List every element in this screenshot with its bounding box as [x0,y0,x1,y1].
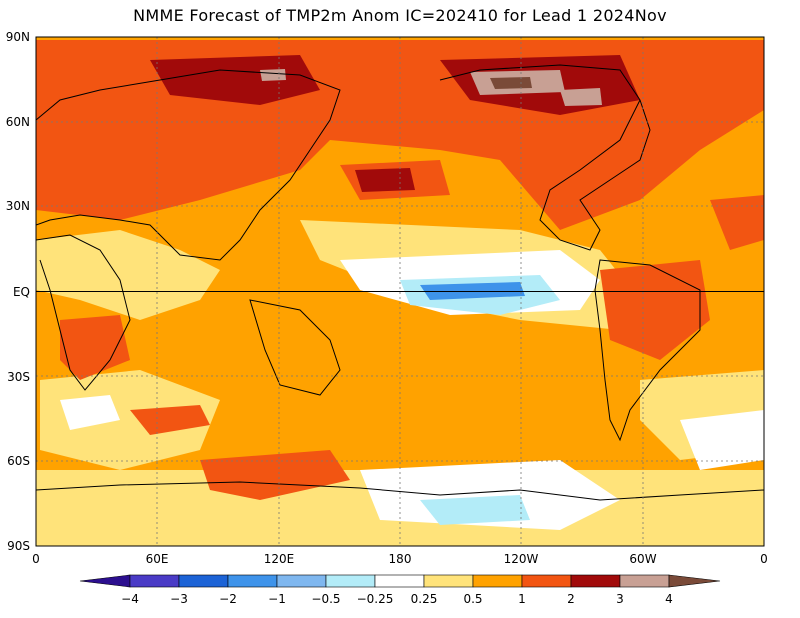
lon-label: 60W [629,552,656,566]
colorbar-label: −4 [121,592,139,606]
lon-label: 180 [389,552,412,566]
colorbar-swatch [178,574,229,588]
grid-lines [36,37,764,546]
lat-label: 60S [7,454,30,468]
colorbar-label: 2 [567,592,575,606]
lat-label: 90S [7,539,30,553]
colorbar-arrow-left [79,574,131,588]
lat-label: 30N [6,199,30,213]
colorbar-label: −1 [268,592,286,606]
colorbar-label: −2 [219,592,237,606]
map-title: NMME Forecast of TMP2m Anom IC=202410 fo… [133,6,667,25]
lat-label: 90N [6,30,30,44]
colorbar-swatch [129,574,180,588]
colorbar-swatch [276,574,327,588]
lat-label: 30S [7,370,30,384]
lon-label: 120E [264,552,295,566]
colorbar-arrow-right [668,574,721,588]
lon-label: 0 [32,552,40,566]
colorbar-swatch [325,574,376,588]
colorbar-label: 3 [616,592,624,606]
colorbar-label: −0.25 [357,592,394,606]
colorbar-label: 0.25 [411,592,438,606]
colorbar-label: 0.5 [463,592,482,606]
colorbar-label: −0.5 [311,592,340,606]
colorbar-label: −3 [170,592,188,606]
colorbar-label: 1 [518,592,526,606]
colorbar-swatch [619,574,670,588]
lon-label: 120W [504,552,539,566]
colorbar-label: 4 [665,592,673,606]
colorbar-swatch [227,574,278,588]
colorbar-swatch [472,574,523,588]
map-frame [35,36,765,547]
colorbar-swatch [374,574,425,588]
colorbar: −4 −3 −2 −1 −0.5 −0.25 0.25 0.5 1 2 3 4 [79,574,721,606]
colorbar-swatch [423,574,474,588]
lon-label: 0 [760,552,768,566]
lon-label: 60E [146,552,169,566]
colorbar-swatch [521,574,572,588]
lat-label: EQ [13,285,30,299]
colorbar-swatch [570,574,621,588]
lat-label: 60N [6,115,30,129]
